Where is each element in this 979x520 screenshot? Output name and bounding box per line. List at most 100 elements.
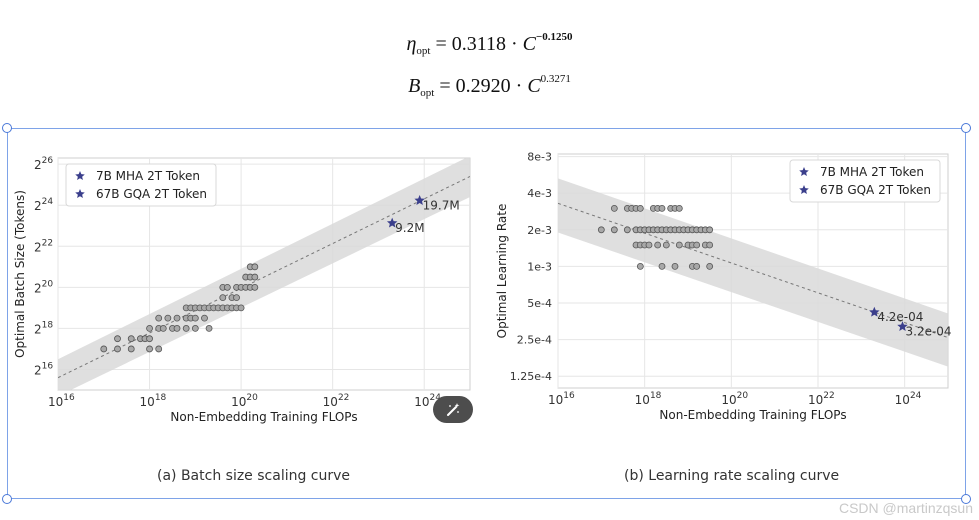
- data-point: [182, 325, 190, 332]
- eta-exponent: −0.1250: [536, 31, 573, 43]
- y-axis-label: Optimal Batch Size (Tokens): [13, 190, 27, 358]
- data-label: 3.2e-04: [906, 325, 952, 339]
- x-tick-label: 1020: [721, 391, 748, 407]
- data-point: [251, 273, 259, 281]
- data-point: [636, 204, 644, 212]
- y-tick-label: 2e-3: [527, 224, 552, 237]
- eta-coefficient: = 0.3118 ·: [435, 33, 523, 55]
- data-point: [173, 325, 181, 332]
- data-point: [127, 345, 135, 353]
- resize-handle-top-left[interactable]: [2, 123, 12, 133]
- star-marker: [869, 306, 880, 317]
- x-tick-label: 1024: [895, 391, 922, 407]
- data-point: [623, 226, 631, 234]
- x-tick-label: 1022: [808, 391, 835, 407]
- magic-edit-button[interactable]: [433, 396, 473, 423]
- x-tick-label: 1016: [48, 393, 75, 409]
- star-marker: [897, 321, 908, 332]
- plot-content: [558, 178, 948, 367]
- legend: [789, 159, 941, 203]
- y-tick-label: 1.25e-4: [510, 370, 552, 383]
- data-point: [671, 262, 679, 270]
- y-tick-label: 1e-3: [527, 260, 552, 273]
- data-label: 4.2e-04: [877, 310, 923, 324]
- data-point: [658, 262, 666, 270]
- data-point: [237, 304, 245, 312]
- image-selection-frame[interactable]: [7, 128, 966, 499]
- y-axis-label: Optimal Learning Rate: [495, 204, 509, 339]
- x-tick-label: 1022: [323, 393, 350, 409]
- data-point: [693, 262, 701, 270]
- resize-handle-bottom-right[interactable]: [961, 494, 971, 504]
- y-tick-label: 220: [34, 279, 53, 295]
- y-tick-label: 216: [34, 361, 53, 377]
- data-point: [155, 345, 163, 353]
- legend-entry: 67B GQA 2T Token: [96, 187, 207, 201]
- data-point: [173, 314, 181, 322]
- data-point: [114, 345, 121, 353]
- x-tick-label: 1018: [635, 391, 662, 407]
- plot-content: [58, 158, 470, 390]
- bopt-symbol: B: [408, 75, 421, 97]
- data-point: [706, 226, 714, 234]
- y-tick-label: 4e-3: [527, 187, 552, 200]
- legend-entry: 7B MHA 2T Token: [96, 169, 200, 183]
- data-point: [251, 263, 259, 271]
- data-point: [201, 314, 208, 322]
- data-point: [251, 283, 259, 291]
- legend-star-icon: [799, 185, 809, 195]
- data-point: [205, 325, 213, 332]
- data-point: [706, 262, 714, 270]
- fit-line: [58, 176, 470, 379]
- data-point: [233, 294, 240, 302]
- data-point: [219, 294, 227, 302]
- y-tick-label: 218: [34, 320, 53, 336]
- data-point: [675, 241, 683, 249]
- y-tick-label: 5e-4: [527, 297, 552, 310]
- learning-rate-chart: 4.2e-043.2e-04 1016 1018 1020 1022 1024 8e-3 4e…: [495, 151, 952, 422]
- caption-learning-rate: (b) Learning rate scaling curve: [624, 468, 840, 484]
- data-point: [164, 314, 172, 322]
- data-point: [100, 345, 108, 353]
- data-point: [114, 335, 121, 343]
- legend-entry: 7B MHA 2T Token: [820, 165, 924, 179]
- x-tick-label: 1024: [414, 393, 441, 409]
- data-point: [645, 241, 653, 249]
- data-point: [658, 204, 666, 212]
- watermark: CSDN @martinzqsun: [838, 500, 973, 516]
- data-point: [127, 335, 135, 343]
- data-point: [191, 314, 199, 322]
- data-point: [706, 241, 714, 249]
- y-tick-label: 224: [34, 197, 53, 213]
- y-tick-label: 222: [34, 238, 53, 254]
- data-label: 19.7M: [423, 198, 460, 212]
- x-axis-label: Non-Embedding Training FLOPs: [170, 410, 357, 424]
- caption-batch-size: (a) Batch size scaling curve: [157, 468, 351, 484]
- resize-handle-bottom-left[interactable]: [2, 494, 12, 504]
- data-point: [693, 241, 701, 249]
- data-point: [146, 345, 153, 353]
- y-tick-label: 226: [34, 156, 53, 172]
- y-tick-label: 8e-3: [527, 151, 552, 164]
- eta-subscript: opt: [416, 45, 431, 57]
- legend-star-icon: [799, 167, 809, 177]
- bopt-variable: C: [527, 75, 541, 97]
- confidence-band: [558, 178, 948, 367]
- confidence-band: [58, 158, 470, 390]
- bopt-subscript: opt: [420, 87, 435, 99]
- eta-variable: C: [522, 33, 536, 55]
- batch-size-chart: 9.2M 19.7M 1016 1018 1020 1022 1024 216 218 220 22…: [13, 156, 471, 424]
- data-point: [597, 226, 605, 234]
- data-point: [610, 204, 618, 212]
- bopt-coefficient: = 0.2920 ·: [439, 75, 528, 97]
- bopt-exponent: 0.3271: [540, 73, 571, 85]
- data-point: [155, 314, 163, 322]
- x-tick-label: 1016: [548, 391, 575, 407]
- legend-star-icon: [75, 171, 85, 181]
- data-point: [662, 241, 670, 249]
- eta-symbol: η: [406, 33, 417, 55]
- magic-wand-icon: [447, 402, 460, 416]
- data-point: [191, 325, 199, 332]
- data-point: [675, 204, 683, 212]
- resize-handle-top-right[interactable]: [961, 123, 971, 133]
